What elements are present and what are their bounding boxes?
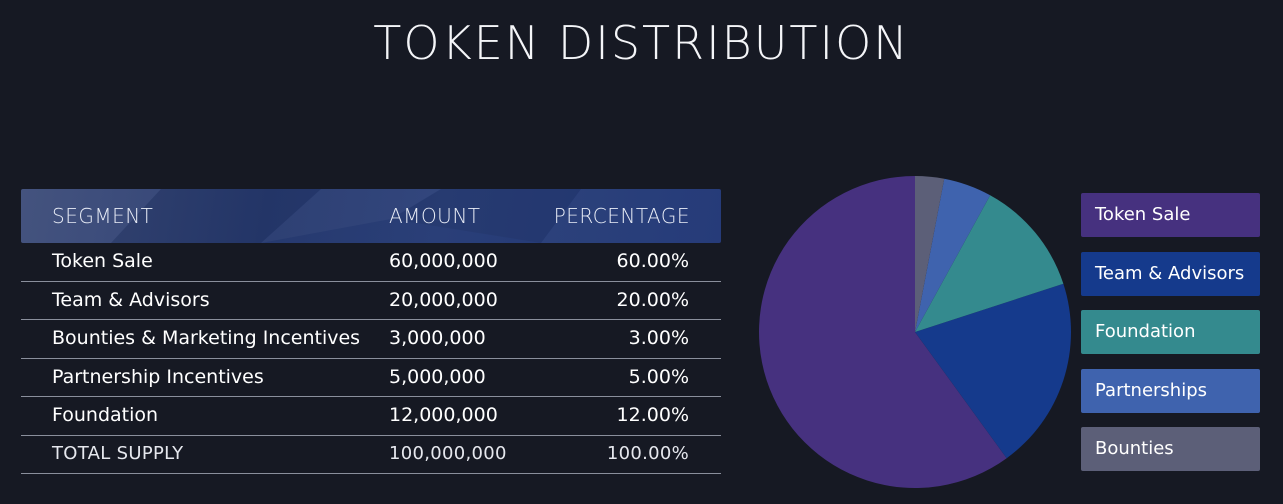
legend-item-bounties: Bounties: [1081, 427, 1260, 471]
row-segment: Token Sale: [52, 250, 153, 272]
row-percentage: 20.00%: [616, 288, 689, 311]
legend-item-token-sale: Token Sale: [1081, 193, 1260, 237]
table-row: Bounties & Marketing Incentives 3,000,00…: [21, 320, 721, 359]
distribution-table: SEGMENT AMOUNT PERCENTAGE Token Sale 60,…: [21, 189, 721, 474]
header-segment: SEGMENT: [52, 204, 154, 228]
row-amount: 60,000,000: [389, 250, 498, 272]
table-header: SEGMENT AMOUNT PERCENTAGE: [21, 189, 721, 243]
legend-item-partnerships: Partnerships: [1081, 368, 1260, 413]
row-amount: 3,000,000: [389, 327, 486, 349]
table-row: Team & Advisors 20,000,000 20.00%: [21, 282, 721, 320]
pie-chart: [759, 176, 1071, 488]
header-background-pattern: [21, 189, 581, 243]
pie-slice-token-sale: [759, 176, 1007, 488]
row-segment: Foundation: [52, 404, 159, 426]
chart-legend: Token Sale Team & Advisors Foundation Partn…: [1081, 193, 1260, 486]
table-row: Token Sale 60,000,000 60.00%: [21, 243, 721, 282]
row-percentage: 3.00%: [628, 327, 689, 349]
page-title: TOKEN DISTRIBUTION: [373, 16, 910, 70]
row-segment: Team & Advisors: [52, 288, 210, 311]
legend-item-team-advisors: Team & Advisors: [1081, 251, 1260, 296]
pie-slice-partnerships: [915, 178, 991, 332]
row-segment: Bounties & Marketing Incentives: [52, 327, 361, 349]
pie-slice-bounties: [915, 176, 945, 332]
legend-item-foundation: Foundation: [1081, 310, 1260, 354]
table-row-total: TOTAL SUPPLY 100,000,000 100.00%: [21, 436, 721, 474]
row-percentage: 5.00%: [628, 365, 689, 388]
header-percentage: PERCENTAGE: [553, 204, 690, 228]
row-percentage: 60.00%: [616, 250, 689, 272]
row-amount: 12,000,000: [389, 404, 498, 426]
row-amount: 5,000,000: [389, 365, 486, 388]
row-amount: 20,000,000: [389, 288, 498, 311]
header-amount: AMOUNT: [389, 204, 481, 228]
pie-slice-team-advisors: [915, 283, 1071, 459]
total-amount: 100,000,000: [389, 442, 507, 464]
row-percentage: 12.00%: [616, 404, 689, 426]
pie-slice-foundation: [915, 195, 1064, 332]
row-segment: Partnership Incentives: [52, 365, 264, 388]
total-percentage: 100.00%: [606, 442, 689, 464]
total-segment: TOTAL SUPPLY: [52, 442, 184, 464]
table-row: Partnership Incentives 5,000,000 5.00%: [21, 359, 721, 397]
table-row: Foundation 12,000,000 12.00%: [21, 397, 721, 436]
